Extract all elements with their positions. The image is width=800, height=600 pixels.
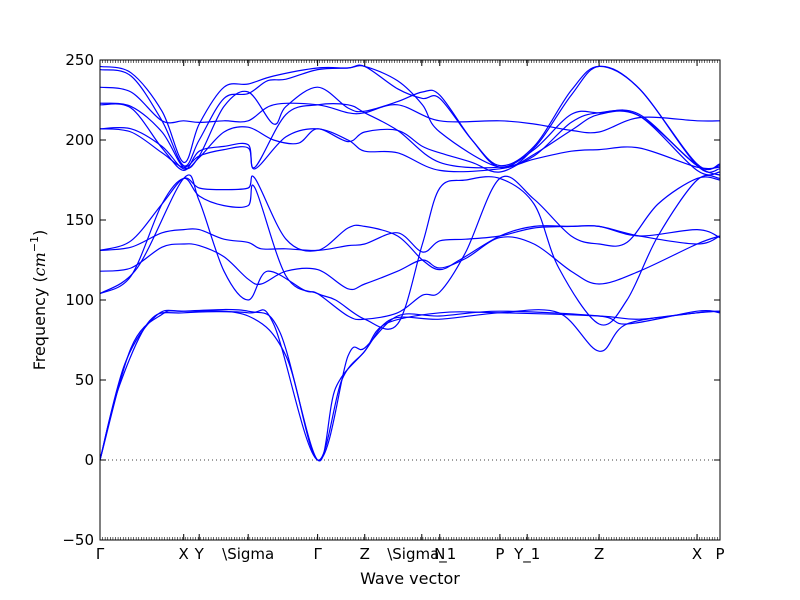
x-tick-label: X	[179, 545, 189, 563]
x-axis-title: Wave vector	[360, 569, 460, 588]
x-tick-label: Z	[594, 545, 604, 563]
x-tick-label: N	[434, 545, 445, 563]
y-axis-title-close: )	[30, 230, 49, 236]
band-4	[99, 174, 721, 330]
x-tick-label: P	[495, 545, 504, 563]
y-axis-title-text: Frequency (	[30, 276, 49, 370]
svg-text:Frequency (cm−1): Frequency (cm−1)	[28, 230, 49, 371]
y-tick-label: 200	[65, 131, 94, 149]
band-1	[99, 309, 721, 461]
band-13	[99, 64, 721, 171]
x-tick-label: \Sigma	[222, 545, 274, 563]
y-axis-title: Frequency (cm−1)	[28, 230, 49, 371]
y-tick-label: −50	[62, 531, 94, 549]
band-9	[99, 128, 721, 173]
y-axis-title-unit: cm	[30, 252, 49, 276]
band-3	[99, 308, 721, 462]
x-tick-label: Z	[360, 545, 370, 563]
y-tick-label: 250	[65, 51, 94, 69]
band-7	[99, 225, 721, 253]
x-tick-label: P	[715, 545, 724, 563]
y-axis-ticks: −50 0 50 100 150 200 250	[62, 51, 720, 549]
y-axis-title-exponent: −1	[28, 236, 41, 252]
band-11	[99, 86, 721, 134]
band-15	[99, 110, 721, 176]
x-tick-label: X	[692, 545, 702, 563]
y-tick-label: 0	[84, 451, 94, 469]
x-axis-ticks: Γ X Y \Sigma Γ Z \Sigma_1N P Y_1 Z X P	[96, 60, 725, 564]
x-tick-label: Γ	[96, 545, 105, 563]
x-axis-minor-ticks	[99, 60, 721, 540]
x-tick-label: Γ	[313, 545, 322, 563]
y-tick-label: 50	[75, 371, 94, 389]
y-tick-label: 150	[65, 211, 94, 229]
band-8	[99, 235, 721, 291]
band-5	[99, 174, 721, 321]
band-lines	[99, 64, 721, 462]
band-2	[99, 309, 721, 461]
x-tick-label: Y_1	[513, 545, 540, 564]
y-tick-label: 100	[65, 291, 94, 309]
x-tick-label: \Sigma_1	[387, 545, 456, 564]
band-10	[99, 103, 721, 176]
x-tick-label: Y	[194, 545, 205, 563]
